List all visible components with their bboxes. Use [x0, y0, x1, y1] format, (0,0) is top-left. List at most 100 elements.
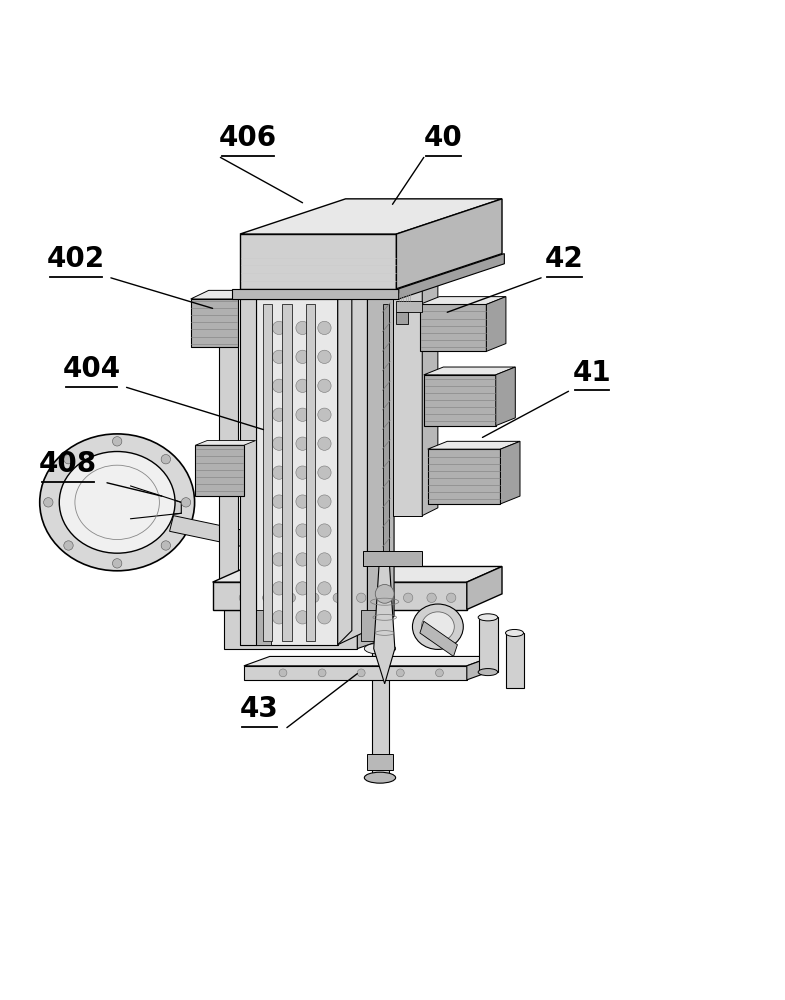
Polygon shape: [338, 285, 352, 645]
Ellipse shape: [412, 604, 463, 649]
Polygon shape: [240, 299, 256, 645]
Circle shape: [318, 669, 326, 677]
Circle shape: [239, 593, 249, 602]
Circle shape: [279, 669, 287, 677]
Polygon shape: [244, 656, 493, 666]
Circle shape: [272, 611, 286, 624]
Circle shape: [64, 541, 73, 550]
Polygon shape: [420, 621, 458, 656]
Circle shape: [318, 524, 331, 537]
Circle shape: [318, 495, 331, 508]
Circle shape: [64, 455, 73, 464]
Circle shape: [318, 582, 331, 595]
Circle shape: [318, 379, 331, 392]
Circle shape: [161, 541, 170, 550]
Polygon shape: [170, 516, 248, 547]
Polygon shape: [501, 441, 520, 504]
Circle shape: [296, 495, 309, 508]
Polygon shape: [496, 367, 515, 426]
Polygon shape: [130, 486, 181, 519]
Circle shape: [403, 593, 413, 602]
Polygon shape: [219, 299, 238, 594]
Circle shape: [296, 582, 309, 595]
Circle shape: [447, 593, 456, 602]
Polygon shape: [367, 271, 394, 631]
Circle shape: [309, 593, 319, 602]
Circle shape: [296, 553, 309, 566]
Polygon shape: [383, 304, 389, 660]
Polygon shape: [428, 449, 501, 504]
Ellipse shape: [506, 629, 524, 636]
Polygon shape: [479, 617, 498, 672]
Ellipse shape: [364, 772, 396, 783]
Polygon shape: [213, 566, 502, 582]
Polygon shape: [420, 297, 506, 304]
Polygon shape: [338, 285, 367, 645]
Circle shape: [296, 350, 309, 364]
Polygon shape: [282, 304, 291, 641]
Polygon shape: [305, 304, 315, 641]
Polygon shape: [422, 277, 438, 516]
Polygon shape: [225, 603, 375, 610]
Circle shape: [357, 669, 365, 677]
Circle shape: [318, 408, 331, 421]
Polygon shape: [195, 441, 256, 445]
Circle shape: [380, 593, 389, 602]
Text: 408: 408: [38, 450, 97, 478]
Circle shape: [161, 455, 170, 464]
Polygon shape: [424, 375, 496, 426]
Circle shape: [318, 466, 331, 479]
Ellipse shape: [478, 669, 498, 676]
Polygon shape: [467, 656, 493, 680]
Polygon shape: [225, 610, 357, 649]
Circle shape: [272, 437, 286, 450]
Circle shape: [272, 524, 286, 537]
Polygon shape: [372, 649, 389, 778]
Circle shape: [286, 593, 295, 602]
Circle shape: [263, 593, 272, 602]
Text: 404: 404: [62, 355, 120, 383]
Polygon shape: [195, 445, 244, 496]
Circle shape: [272, 466, 286, 479]
Circle shape: [427, 593, 436, 602]
Polygon shape: [361, 610, 391, 641]
Circle shape: [112, 559, 122, 568]
Polygon shape: [256, 299, 338, 645]
Circle shape: [436, 669, 444, 677]
Circle shape: [272, 495, 286, 508]
Ellipse shape: [364, 643, 396, 654]
Polygon shape: [487, 297, 506, 351]
Polygon shape: [396, 199, 502, 289]
Polygon shape: [191, 299, 238, 347]
Ellipse shape: [40, 434, 195, 571]
Circle shape: [272, 321, 286, 335]
Circle shape: [181, 498, 191, 507]
Circle shape: [272, 582, 286, 595]
Polygon shape: [506, 633, 524, 688]
Circle shape: [272, 553, 286, 566]
Polygon shape: [191, 290, 256, 299]
Polygon shape: [399, 254, 504, 299]
Circle shape: [272, 379, 286, 392]
Circle shape: [318, 350, 331, 364]
Circle shape: [318, 553, 331, 566]
Circle shape: [356, 593, 366, 602]
Polygon shape: [240, 199, 502, 234]
Polygon shape: [424, 367, 515, 375]
Circle shape: [112, 437, 122, 446]
Polygon shape: [396, 301, 422, 312]
Text: 41: 41: [572, 359, 612, 387]
Circle shape: [318, 437, 331, 450]
Circle shape: [296, 611, 309, 624]
Circle shape: [272, 408, 286, 421]
Text: 40: 40: [424, 124, 462, 152]
Text: 402: 402: [46, 245, 104, 273]
Circle shape: [296, 408, 309, 421]
Circle shape: [333, 593, 342, 602]
Circle shape: [296, 379, 309, 392]
Circle shape: [44, 498, 53, 507]
Polygon shape: [367, 754, 392, 770]
Ellipse shape: [60, 452, 175, 553]
Text: 42: 42: [546, 245, 584, 273]
Circle shape: [296, 524, 309, 537]
